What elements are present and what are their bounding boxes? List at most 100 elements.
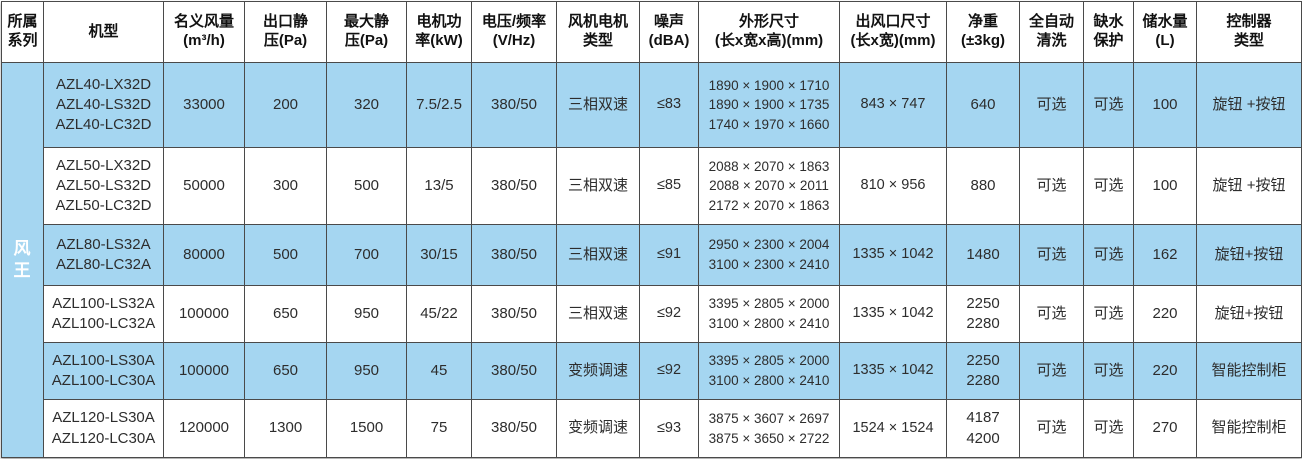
cell-airflow: 100000 bbox=[163, 342, 245, 400]
cell-outlet_static_pressure: 200 bbox=[244, 62, 327, 148]
cell-controller: 旋钮+按钮 bbox=[1196, 285, 1302, 343]
cell-outlet_size: 810 × 956 bbox=[839, 147, 947, 225]
cell-outlet_size: 843 × 747 bbox=[839, 62, 947, 148]
cell-water_storage: 162 bbox=[1133, 224, 1197, 286]
series-cell: 风 王 bbox=[1, 62, 44, 458]
cell-water_storage: 220 bbox=[1133, 285, 1197, 343]
table-header: 所属 系列 机型 名义风量 (m³/h) 出口静 压(Pa) 最大静 压(Pa) 电机功 … bbox=[1, 1, 1302, 63]
cell-motor_power: 30/15 bbox=[406, 224, 472, 286]
cell-outlet_size: 1335 × 1042 bbox=[839, 224, 947, 286]
table-row: AZL80-LS32A AZL80-LC32A 80000 500 700 30/15 3… bbox=[2, 224, 1302, 286]
cell-max_static_pressure: 1500 bbox=[326, 399, 407, 458]
cell-voltage_frequency: 380/50 bbox=[471, 342, 557, 400]
cell-auto_clean: 可选 bbox=[1019, 147, 1084, 225]
cell-water_protection: 可选 bbox=[1083, 62, 1134, 148]
cell-controller: 旋钮 +按钮 bbox=[1196, 147, 1302, 225]
cell-motor_type: 变频调速 bbox=[556, 399, 640, 458]
cell-noise: ≤83 bbox=[639, 62, 699, 148]
column-header: 储水量 (L) bbox=[1133, 1, 1197, 63]
cell-dimensions: 3395 × 2805 × 2000 3100 × 2800 × 2410 bbox=[698, 342, 840, 400]
cell-outlet_size: 1335 × 1042 bbox=[839, 342, 947, 400]
cell-water_storage: 100 bbox=[1133, 62, 1197, 148]
cell-noise: ≤93 bbox=[639, 399, 699, 458]
column-header: 外形尺寸 (长x宽x高)(mm) bbox=[698, 1, 840, 63]
cell-max_static_pressure: 320 bbox=[326, 62, 407, 148]
cell-auto_clean: 可选 bbox=[1019, 399, 1084, 458]
table-body: 风 王 AZL40-LX32D AZL40-LS32D AZL40-LC32D 33… bbox=[1, 62, 1302, 458]
cell-noise: ≤85 bbox=[639, 147, 699, 225]
cell-motor_power: 13/5 bbox=[406, 147, 472, 225]
cell-airflow: 80000 bbox=[163, 224, 245, 286]
cell-max_static_pressure: 950 bbox=[326, 342, 407, 400]
column-header: 电机功 率(kW) bbox=[406, 1, 472, 63]
cell-motor_power: 45 bbox=[406, 342, 472, 400]
column-header: 最大静 压(Pa) bbox=[326, 1, 407, 63]
cell-max_static_pressure: 950 bbox=[326, 285, 407, 343]
cell-water_protection: 可选 bbox=[1083, 147, 1134, 225]
column-header: 全自动 清洗 bbox=[1019, 1, 1084, 63]
cell-water_storage: 100 bbox=[1133, 147, 1197, 225]
cell-max_static_pressure: 500 bbox=[326, 147, 407, 225]
cell-controller: 智能控制柜 bbox=[1196, 399, 1302, 458]
cell-motor_type: 三相双速 bbox=[556, 147, 640, 225]
column-header: 净重 (±3kg) bbox=[946, 1, 1020, 63]
cell-outlet_static_pressure: 650 bbox=[244, 342, 327, 400]
cell-models: AZL50-LX32D AZL50-LS32D AZL50-LC32D bbox=[43, 147, 164, 225]
cell-dimensions: 3395 × 2805 × 2000 3100 × 2800 × 2410 bbox=[698, 285, 840, 343]
cell-controller: 智能控制柜 bbox=[1196, 342, 1302, 400]
cell-net_weight: 2250 2280 bbox=[946, 342, 1020, 400]
cell-voltage_frequency: 380/50 bbox=[471, 285, 557, 343]
table-row: AZL120-LS30A AZL120-LC30A 120000 1300 1500 7… bbox=[2, 399, 1302, 458]
cell-noise: ≤91 bbox=[639, 224, 699, 286]
cell-outlet_static_pressure: 650 bbox=[244, 285, 327, 343]
cell-auto_clean: 可选 bbox=[1019, 342, 1084, 400]
column-header: 噪声 (dBA) bbox=[639, 1, 699, 63]
table-row: AZL100-LS32A AZL100-LC32A 100000 650 950 45/… bbox=[2, 285, 1302, 343]
column-header: 缺水 保护 bbox=[1083, 1, 1134, 63]
cell-water_protection: 可选 bbox=[1083, 342, 1134, 400]
header-row: 所属 系列 机型 名义风量 (m³/h) 出口静 压(Pa) 最大静 压(Pa) 电机功 … bbox=[1, 1, 1302, 63]
column-header: 风机电机 类型 bbox=[556, 1, 640, 63]
column-header: 机型 bbox=[43, 1, 164, 63]
cell-auto_clean: 可选 bbox=[1019, 285, 1084, 343]
cell-dimensions: 1890 × 1900 × 1710 1890 × 1900 × 1735 17… bbox=[698, 62, 840, 148]
cell-motor_power: 7.5/2.5 bbox=[406, 62, 472, 148]
cell-dimensions: 2088 × 2070 × 1863 2088 × 2070 × 2011 21… bbox=[698, 147, 840, 225]
column-header: 控制器 类型 bbox=[1196, 1, 1302, 63]
cell-voltage_frequency: 380/50 bbox=[471, 62, 557, 148]
cell-water_protection: 可选 bbox=[1083, 285, 1134, 343]
cell-outlet_size: 1335 × 1042 bbox=[839, 285, 947, 343]
column-header: 名义风量 (m³/h) bbox=[163, 1, 245, 63]
cell-net_weight: 2250 2280 bbox=[946, 285, 1020, 343]
cell-net_weight: 640 bbox=[946, 62, 1020, 148]
cell-airflow: 50000 bbox=[163, 147, 245, 225]
cell-net_weight: 4187 4200 bbox=[946, 399, 1020, 458]
column-header: 电压/频率 (V/Hz) bbox=[471, 1, 557, 63]
cell-outlet_static_pressure: 300 bbox=[244, 147, 327, 225]
cell-airflow: 120000 bbox=[163, 399, 245, 458]
cell-net_weight: 880 bbox=[946, 147, 1020, 225]
table-row: AZL50-LX32D AZL50-LS32D AZL50-LC32D 50000… bbox=[2, 147, 1302, 225]
column-header: 出口静 压(Pa) bbox=[244, 1, 327, 63]
cell-models: AZL100-LS32A AZL100-LC32A bbox=[43, 285, 164, 343]
cell-models: AZL120-LS30A AZL120-LC30A bbox=[43, 399, 164, 458]
cell-voltage_frequency: 380/50 bbox=[471, 224, 557, 286]
cell-voltage_frequency: 380/50 bbox=[471, 399, 557, 458]
cell-dimensions: 2950 × 2300 × 2004 3100 × 2300 × 2410 bbox=[698, 224, 840, 286]
cell-motor_power: 45/22 bbox=[406, 285, 472, 343]
cell-models: AZL40-LX32D AZL40-LS32D AZL40-LC32D bbox=[43, 62, 164, 148]
cell-auto_clean: 可选 bbox=[1019, 224, 1084, 286]
cell-water_protection: 可选 bbox=[1083, 399, 1134, 458]
cell-auto_clean: 可选 bbox=[1019, 62, 1084, 148]
cell-motor_power: 75 bbox=[406, 399, 472, 458]
cell-motor_type: 三相双速 bbox=[556, 285, 640, 343]
cell-water_storage: 270 bbox=[1133, 399, 1197, 458]
cell-motor_type: 变频调速 bbox=[556, 342, 640, 400]
cell-water_protection: 可选 bbox=[1083, 224, 1134, 286]
cell-models: AZL100-LS30A AZL100-LC30A bbox=[43, 342, 164, 400]
cell-net_weight: 1480 bbox=[946, 224, 1020, 286]
cell-controller: 旋钮 +按钮 bbox=[1196, 62, 1302, 148]
cell-airflow: 100000 bbox=[163, 285, 245, 343]
table-row: AZL100-LS30A AZL100-LC30A 100000 650 950 45 3… bbox=[2, 342, 1302, 400]
